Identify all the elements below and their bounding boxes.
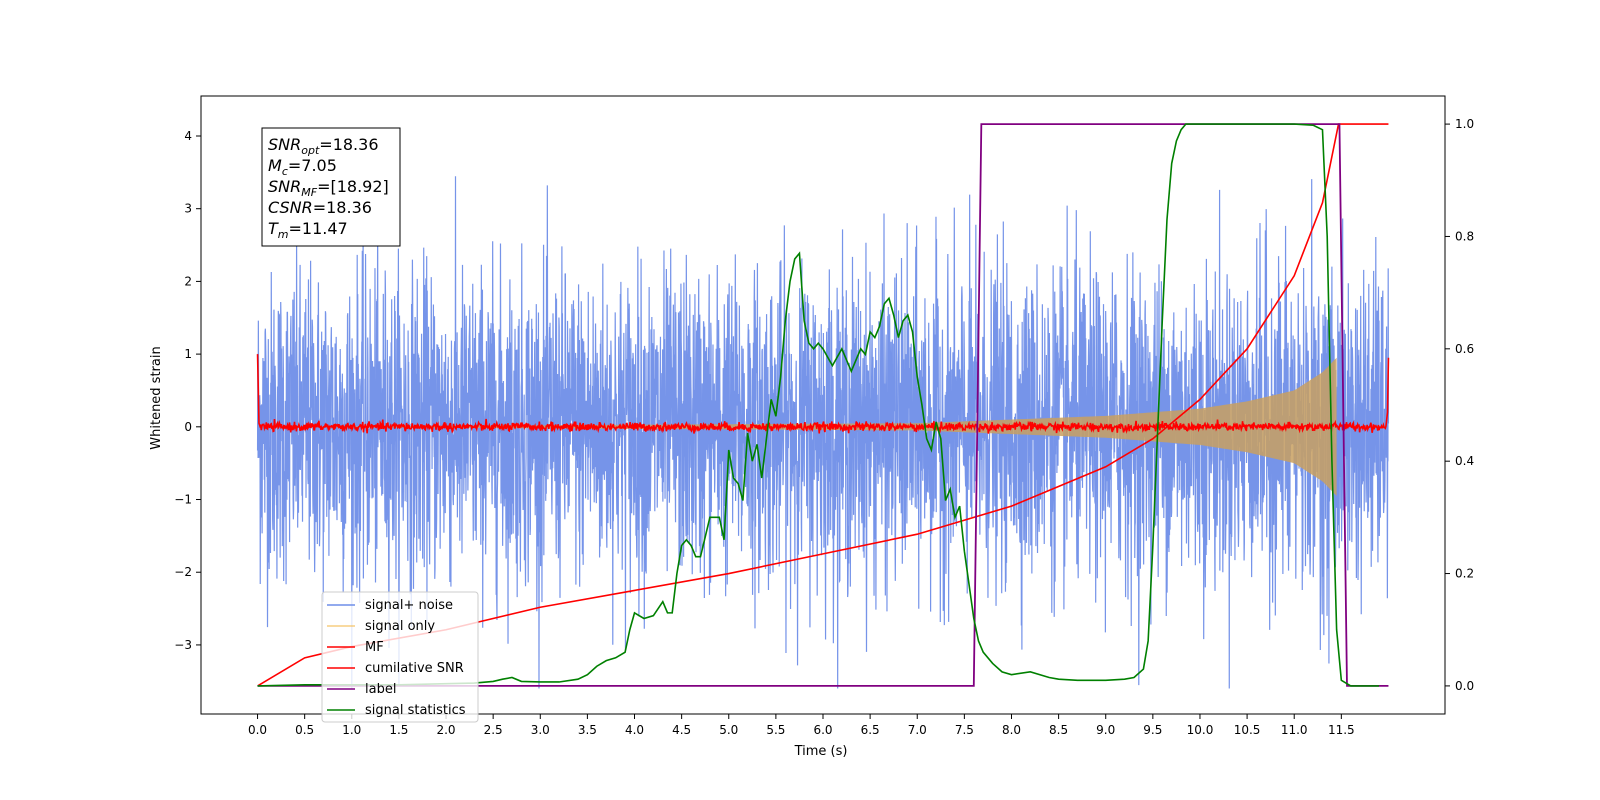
series-mf (256, 354, 1390, 435)
y-left-tick-label: −1 (174, 493, 192, 507)
x-tick-label: 10.0 (1187, 723, 1214, 737)
x-tick-label: 6.0 (813, 723, 832, 737)
y-left-tick-label: −3 (174, 638, 192, 652)
series-signal-statistics (257, 123, 1380, 687)
y-axis-left-label: Whitened strain (149, 346, 164, 449)
x-tick-label: 10.5 (1234, 723, 1261, 737)
annotation-line: Tm=11.47 (268, 219, 348, 241)
x-tick-label: 6.5 (861, 723, 880, 737)
x-tick-label: 2.5 (484, 723, 503, 737)
x-tick-label: 11.0 (1281, 723, 1308, 737)
x-tick-label: 11.5 (1328, 723, 1355, 737)
mf-line (256, 354, 1390, 435)
x-tick-label: 3.5 (578, 723, 597, 737)
x-tick-label: 7.5 (955, 723, 974, 737)
legend-label: signal+ noise (365, 598, 453, 613)
y-left-tick-label: 1 (184, 347, 192, 361)
x-tick-label: 5.5 (766, 723, 785, 737)
x-tick-label: 9.0 (1096, 723, 1115, 737)
legend-label: MF (365, 640, 384, 655)
x-tick-label: 7.0 (908, 723, 927, 737)
x-tick-label: 1.5 (389, 723, 408, 737)
y-right-tick-label: 1.0 (1455, 117, 1474, 131)
x-tick-label: 5.0 (719, 723, 738, 737)
signal-statistics-line (257, 123, 1380, 687)
x-tick-label: 4.5 (672, 723, 691, 737)
x-tick-label: 8.5 (1049, 723, 1068, 737)
legend-label: signal statistics (365, 703, 466, 718)
y-right-tick-label: 0.4 (1455, 454, 1474, 468)
y-left-tick-label: 2 (184, 274, 192, 288)
x-tick-label: 3.0 (531, 723, 550, 737)
y-right-tick-label: 0.2 (1455, 567, 1474, 581)
x-tick-label: 9.5 (1143, 723, 1162, 737)
x-tick-label: 0.5 (295, 723, 314, 737)
annotation-frame (261, 127, 401, 247)
x-axis-ticks: 0.0 0.5 1.0 1.5 2.0 2.5 3.0 3.5 4.0 4.5 5.0 5.5 6.0 6… (248, 714, 1355, 737)
y-right-tick-label: 0.8 (1455, 229, 1474, 243)
legend-label: signal only (365, 619, 435, 634)
y-right-tick-label: 0.0 (1455, 679, 1474, 693)
x-tick-label: 1.0 (342, 723, 361, 737)
x-axis-label: Time (s) (794, 744, 848, 759)
y-axis-left-ticks: −3 −2 −1 0 1 2 3 4 (174, 129, 201, 652)
annotation-line: SNRMF=[18.92] (268, 177, 389, 199)
y-axis-right-ticks: 0.0 0.2 0.4 0.6 0.8 1.0 (1445, 117, 1474, 693)
x-tick-label: 4.0 (625, 723, 644, 737)
x-tick-label: 8.0 (1002, 723, 1021, 737)
legend: signal+ noise signal only MF cumilative SNR… (321, 591, 479, 723)
y-left-tick-label: −2 (174, 565, 192, 579)
y-left-tick-label: 4 (184, 129, 192, 143)
y-left-tick-label: 3 (184, 202, 192, 216)
annotation-box: SNRopt=18.36Mc=7.05SNRMF=[18.92]CSNR=18.… (261, 127, 401, 247)
series-signal-noise (256, 176, 1390, 689)
y-left-tick-label: 0 (184, 420, 192, 434)
legend-label: cumilative SNR (365, 661, 464, 676)
x-tick-label: 0.0 (248, 723, 267, 737)
x-tick-label: 2.0 (436, 723, 455, 737)
annotation-line: Mc=7.05 (268, 156, 337, 178)
annotation-line: SNRopt=18.36 (268, 135, 379, 157)
y-right-tick-label: 0.6 (1455, 342, 1474, 356)
legend-frame (321, 591, 479, 723)
annotation-line: CSNR=18.36 (268, 198, 372, 217)
legend-label: label (365, 682, 396, 697)
signal-noise-line (256, 176, 1390, 689)
